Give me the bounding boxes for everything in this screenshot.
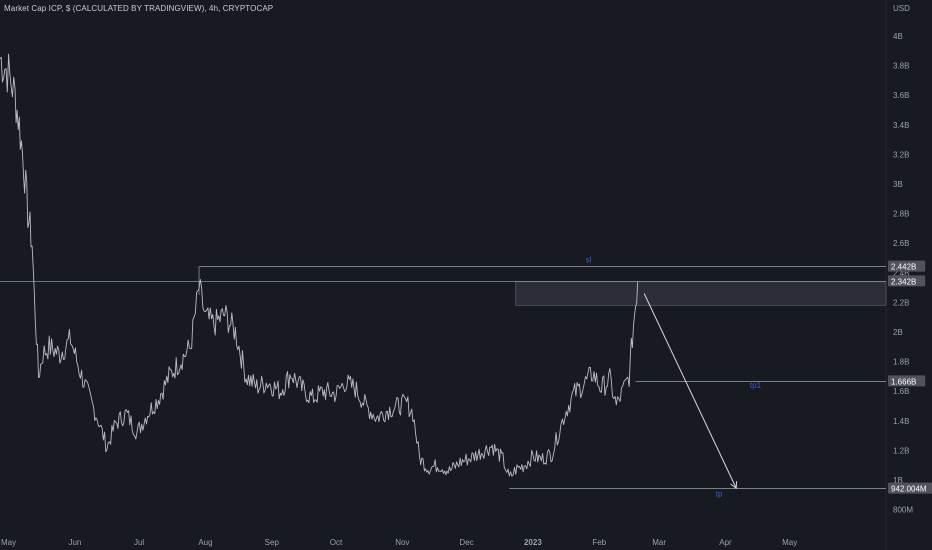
annotation-label: tp1 — [750, 381, 762, 390]
y-tick-label: 3B — [893, 180, 903, 189]
level-price-badge — [888, 275, 926, 287]
target-arrow — [643, 293, 737, 489]
level-price-badge — [888, 260, 926, 272]
x-tick-label: 2023 — [524, 538, 542, 547]
level-price-label: 2.342B — [891, 277, 916, 286]
x-tick-label: Jul — [134, 538, 144, 547]
x-tick-label: Apr — [719, 538, 732, 547]
y-tick-label: 1.4B — [893, 417, 909, 426]
y-tick-label: 3.8B — [893, 62, 909, 71]
target-arrow-head — [730, 481, 738, 490]
x-tick-label: Nov — [395, 538, 409, 547]
level-price-badge — [888, 375, 926, 387]
x-tick-label: May — [782, 538, 797, 547]
level-price-label: 1.666B — [891, 377, 916, 386]
y-tick-label: 2.8B — [893, 210, 909, 219]
y-tick-label: 1.8B — [893, 358, 909, 367]
level-price-label: 942.004M — [891, 485, 927, 494]
y-tick-label: 2.2B — [893, 298, 909, 307]
x-tick-label: Feb — [592, 538, 606, 547]
price-series-line — [0, 53, 639, 477]
x-tick-label: Mar — [652, 538, 666, 547]
x-tick-label: Aug — [198, 538, 212, 547]
y-tick-label: 4B — [893, 32, 903, 41]
chart-title: Market Cap ICP, $ (CALCULATED BY TRADING… — [4, 4, 274, 13]
y-tick-label: 3.4B — [893, 121, 909, 130]
x-tick-label: Jun — [68, 538, 81, 547]
level-price-label: 2.442B — [891, 263, 916, 272]
entry-zone — [515, 281, 887, 306]
y-tick-label: 1.6B — [893, 387, 909, 396]
x-tick-label: Dec — [459, 538, 473, 547]
annotation-label: sl — [586, 255, 592, 264]
x-tick-label: Sep — [265, 538, 280, 547]
y-tick-label: 3.6B — [893, 91, 909, 100]
y-tick-label: 1.2B — [893, 446, 909, 455]
y-tick-label: 1B — [893, 476, 903, 485]
y-tick-label: 3.2B — [893, 150, 909, 159]
y-tick-label: 2.4B — [893, 269, 909, 278]
x-tick-label: Oct — [330, 538, 343, 547]
y-tick-label: 2B — [893, 328, 903, 337]
x-tick-label: May — [1, 538, 16, 547]
y-tick-label: 2.6B — [893, 239, 909, 248]
currency-label: USD — [893, 4, 910, 13]
level-price-badge — [888, 482, 932, 494]
annotation-label: tp — [716, 489, 723, 498]
y-tick-label: 800M — [893, 506, 913, 515]
